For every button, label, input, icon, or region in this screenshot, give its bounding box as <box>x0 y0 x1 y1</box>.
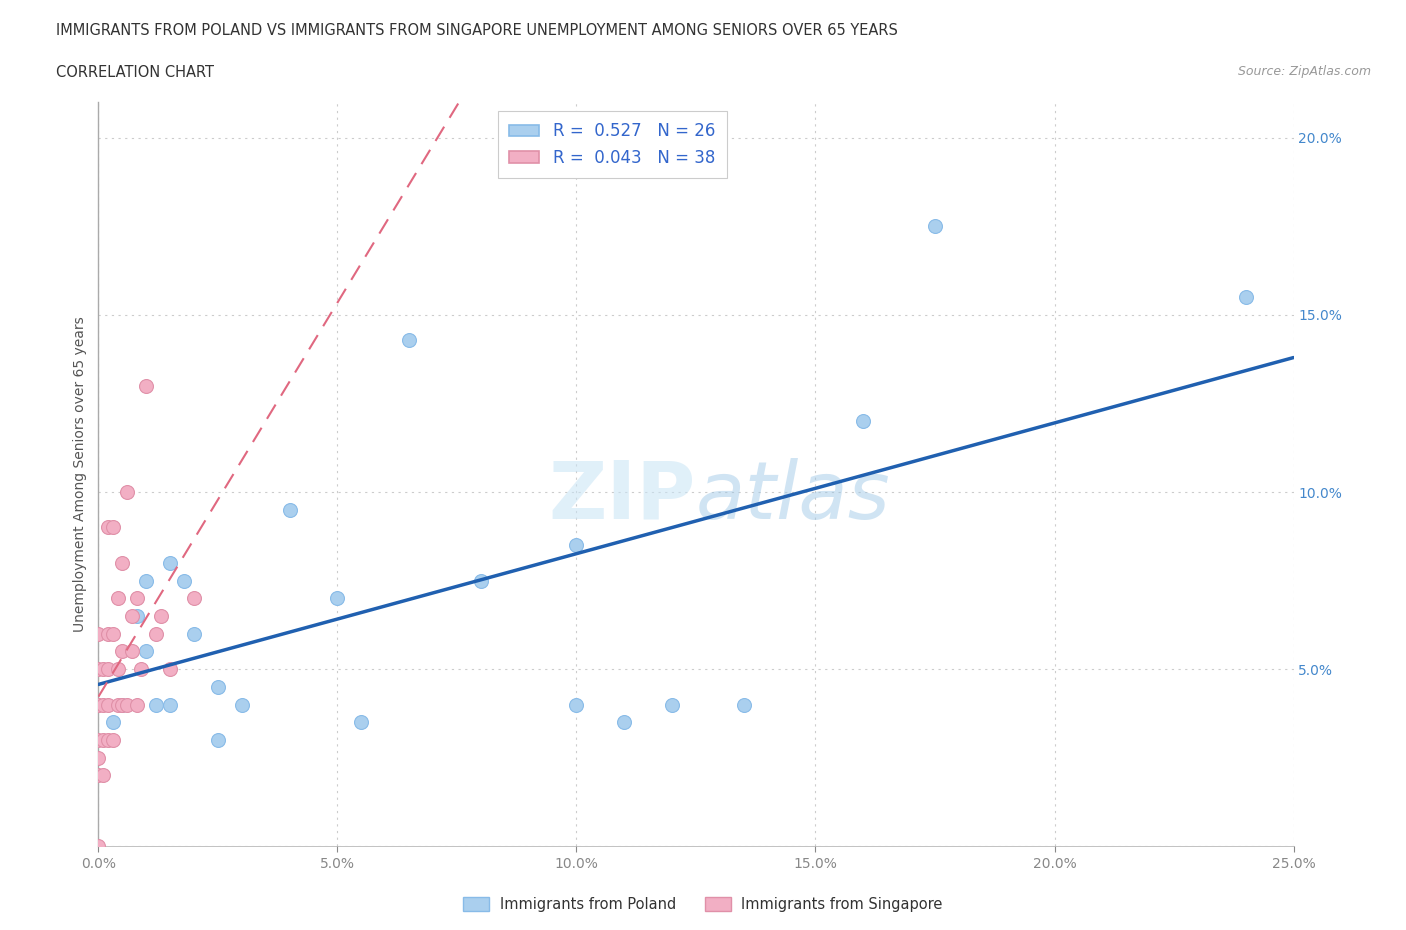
Point <box>87 733 110 748</box>
Point <box>91 768 114 783</box>
Text: Source: ZipAtlas.com: Source: ZipAtlas.com <box>1237 65 1371 78</box>
Point <box>97 733 120 748</box>
Point <box>183 591 205 605</box>
Point <box>207 733 229 748</box>
Point <box>101 715 124 730</box>
Point <box>111 698 134 712</box>
Point <box>101 626 124 641</box>
Legend: Immigrants from Poland, Immigrants from Singapore: Immigrants from Poland, Immigrants from … <box>457 891 949 918</box>
Point <box>87 751 110 765</box>
Point <box>733 698 755 712</box>
Point <box>565 538 588 552</box>
Point <box>145 698 167 712</box>
Point <box>87 626 110 641</box>
Point <box>145 626 167 641</box>
Point <box>101 733 124 748</box>
Text: ZIP: ZIP <box>548 458 696 536</box>
Point <box>326 591 349 605</box>
Point <box>87 768 110 783</box>
Text: IMMIGRANTS FROM POLAND VS IMMIGRANTS FROM SINGAPORE UNEMPLOYMENT AMONG SENIORS O: IMMIGRANTS FROM POLAND VS IMMIGRANTS FRO… <box>56 23 898 38</box>
Point <box>91 698 114 712</box>
Point <box>97 698 120 712</box>
Point <box>111 698 134 712</box>
Point <box>87 698 110 712</box>
Point <box>924 219 946 233</box>
Point <box>121 644 143 658</box>
Point <box>183 626 205 641</box>
Point <box>852 414 875 429</box>
Point <box>97 662 120 677</box>
Point <box>125 698 148 712</box>
Point <box>101 520 124 535</box>
Point <box>1234 290 1257 305</box>
Point <box>91 733 114 748</box>
Point <box>115 698 138 712</box>
Point <box>149 608 172 623</box>
Point <box>97 626 120 641</box>
Point <box>173 573 195 588</box>
Point <box>87 662 110 677</box>
Point <box>111 644 134 658</box>
Point <box>87 698 110 712</box>
Point <box>97 520 120 535</box>
Point <box>107 591 129 605</box>
Point <box>91 662 114 677</box>
Point <box>350 715 373 730</box>
Point <box>565 698 588 712</box>
Point <box>135 379 157 393</box>
Point <box>107 698 129 712</box>
Point <box>207 680 229 695</box>
Point <box>613 715 636 730</box>
Point <box>87 839 110 854</box>
Point <box>111 555 134 570</box>
Point <box>135 573 157 588</box>
Point <box>125 591 148 605</box>
Y-axis label: Unemployment Among Seniors over 65 years: Unemployment Among Seniors over 65 years <box>73 316 87 632</box>
Point <box>231 698 253 712</box>
Legend: R =  0.527   N = 26, R =  0.043   N = 38: R = 0.527 N = 26, R = 0.043 N = 38 <box>498 111 727 179</box>
Point <box>131 662 153 677</box>
Point <box>278 502 301 517</box>
Point <box>159 555 181 570</box>
Point <box>125 608 148 623</box>
Text: CORRELATION CHART: CORRELATION CHART <box>56 65 214 80</box>
Point <box>398 332 420 347</box>
Point <box>661 698 683 712</box>
Point <box>159 662 181 677</box>
Point <box>107 662 129 677</box>
Text: atlas: atlas <box>696 458 891 536</box>
Point <box>115 485 138 499</box>
Point <box>121 608 143 623</box>
Point <box>135 644 157 658</box>
Point <box>159 698 181 712</box>
Point <box>470 573 492 588</box>
